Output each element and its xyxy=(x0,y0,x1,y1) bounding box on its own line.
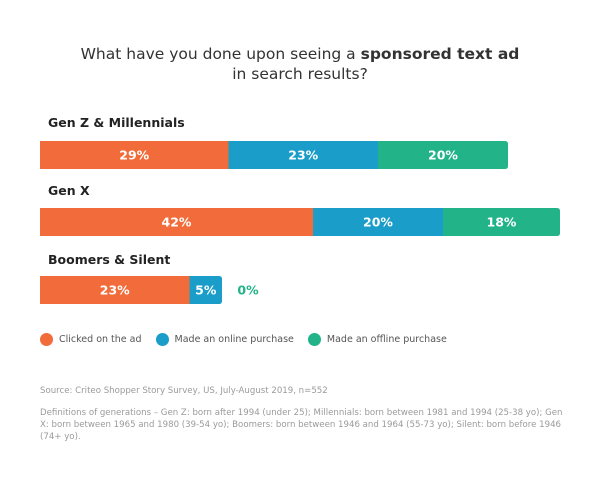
bar-boomers-silent-online xyxy=(189,276,222,304)
bar-gen-x-clicked xyxy=(40,208,313,236)
legend-item-online: Made an online purchase xyxy=(155,333,294,346)
blue-dot-icon xyxy=(155,333,169,346)
category-label-boomers-silent: Boomers & Silent xyxy=(48,252,170,267)
value-label-gen-x-online: 20% xyxy=(363,215,393,230)
definitions-note: Definitions of generations – Gen Z: born… xyxy=(40,408,563,442)
green-dot-icon xyxy=(307,333,321,346)
title-bold: sponsored text ad xyxy=(360,45,520,63)
value-label-boomers-silent-offline: 0% xyxy=(237,283,259,298)
title-prefix: What have you done upon seeing a xyxy=(80,45,361,63)
source-note: Source: Criteo Shopper Story Survey, US,… xyxy=(40,386,328,396)
category-label-gen-x: Gen X xyxy=(48,183,90,198)
chart-title: What have you done upon seeing a sponsor… xyxy=(0,44,600,84)
value-label-boomers-silent-clicked: 23% xyxy=(100,283,130,298)
value-label-gen-z-millennials-offline: 20% xyxy=(428,148,458,163)
bar-gen-z-millennials-offline xyxy=(378,141,508,169)
value-label-gen-x-clicked: 42% xyxy=(162,215,192,230)
category-label-gen-z-millennials: Gen Z & Millennials xyxy=(48,115,185,130)
legend-label-offline: Made an offline purchase xyxy=(326,334,447,345)
value-label-gen-z-millennials-online: 23% xyxy=(288,148,318,163)
bar-boomers-silent-clicked xyxy=(40,276,190,304)
legend-item-clicked: Clicked on the ad xyxy=(40,333,142,346)
stacked-bar-chart: Gen Z & Millennials 29% 23% 20% Gen X 42% 20% 1… xyxy=(40,115,560,304)
bar-gen-z-millennials-online xyxy=(228,141,378,169)
bar-gen-z-millennials-clicked xyxy=(40,141,229,169)
legend-label-online: Made an online purchase xyxy=(174,334,294,345)
value-label-gen-z-millennials-clicked: 29% xyxy=(119,148,149,163)
orange-dot-icon xyxy=(40,333,53,346)
title-line2: in search results? xyxy=(232,65,368,83)
bar-gen-x-online xyxy=(313,208,443,236)
legend-item-offline: Made an offline purchase xyxy=(307,333,447,346)
legend: Clicked on the ad Made an online purchas… xyxy=(40,333,461,346)
value-label-boomers-silent-online: 5% xyxy=(195,283,217,298)
legend-label-clicked: Clicked on the ad xyxy=(59,334,142,345)
value-label-gen-x-offline: 18% xyxy=(487,215,517,230)
bar-gen-x-offline xyxy=(443,208,560,236)
